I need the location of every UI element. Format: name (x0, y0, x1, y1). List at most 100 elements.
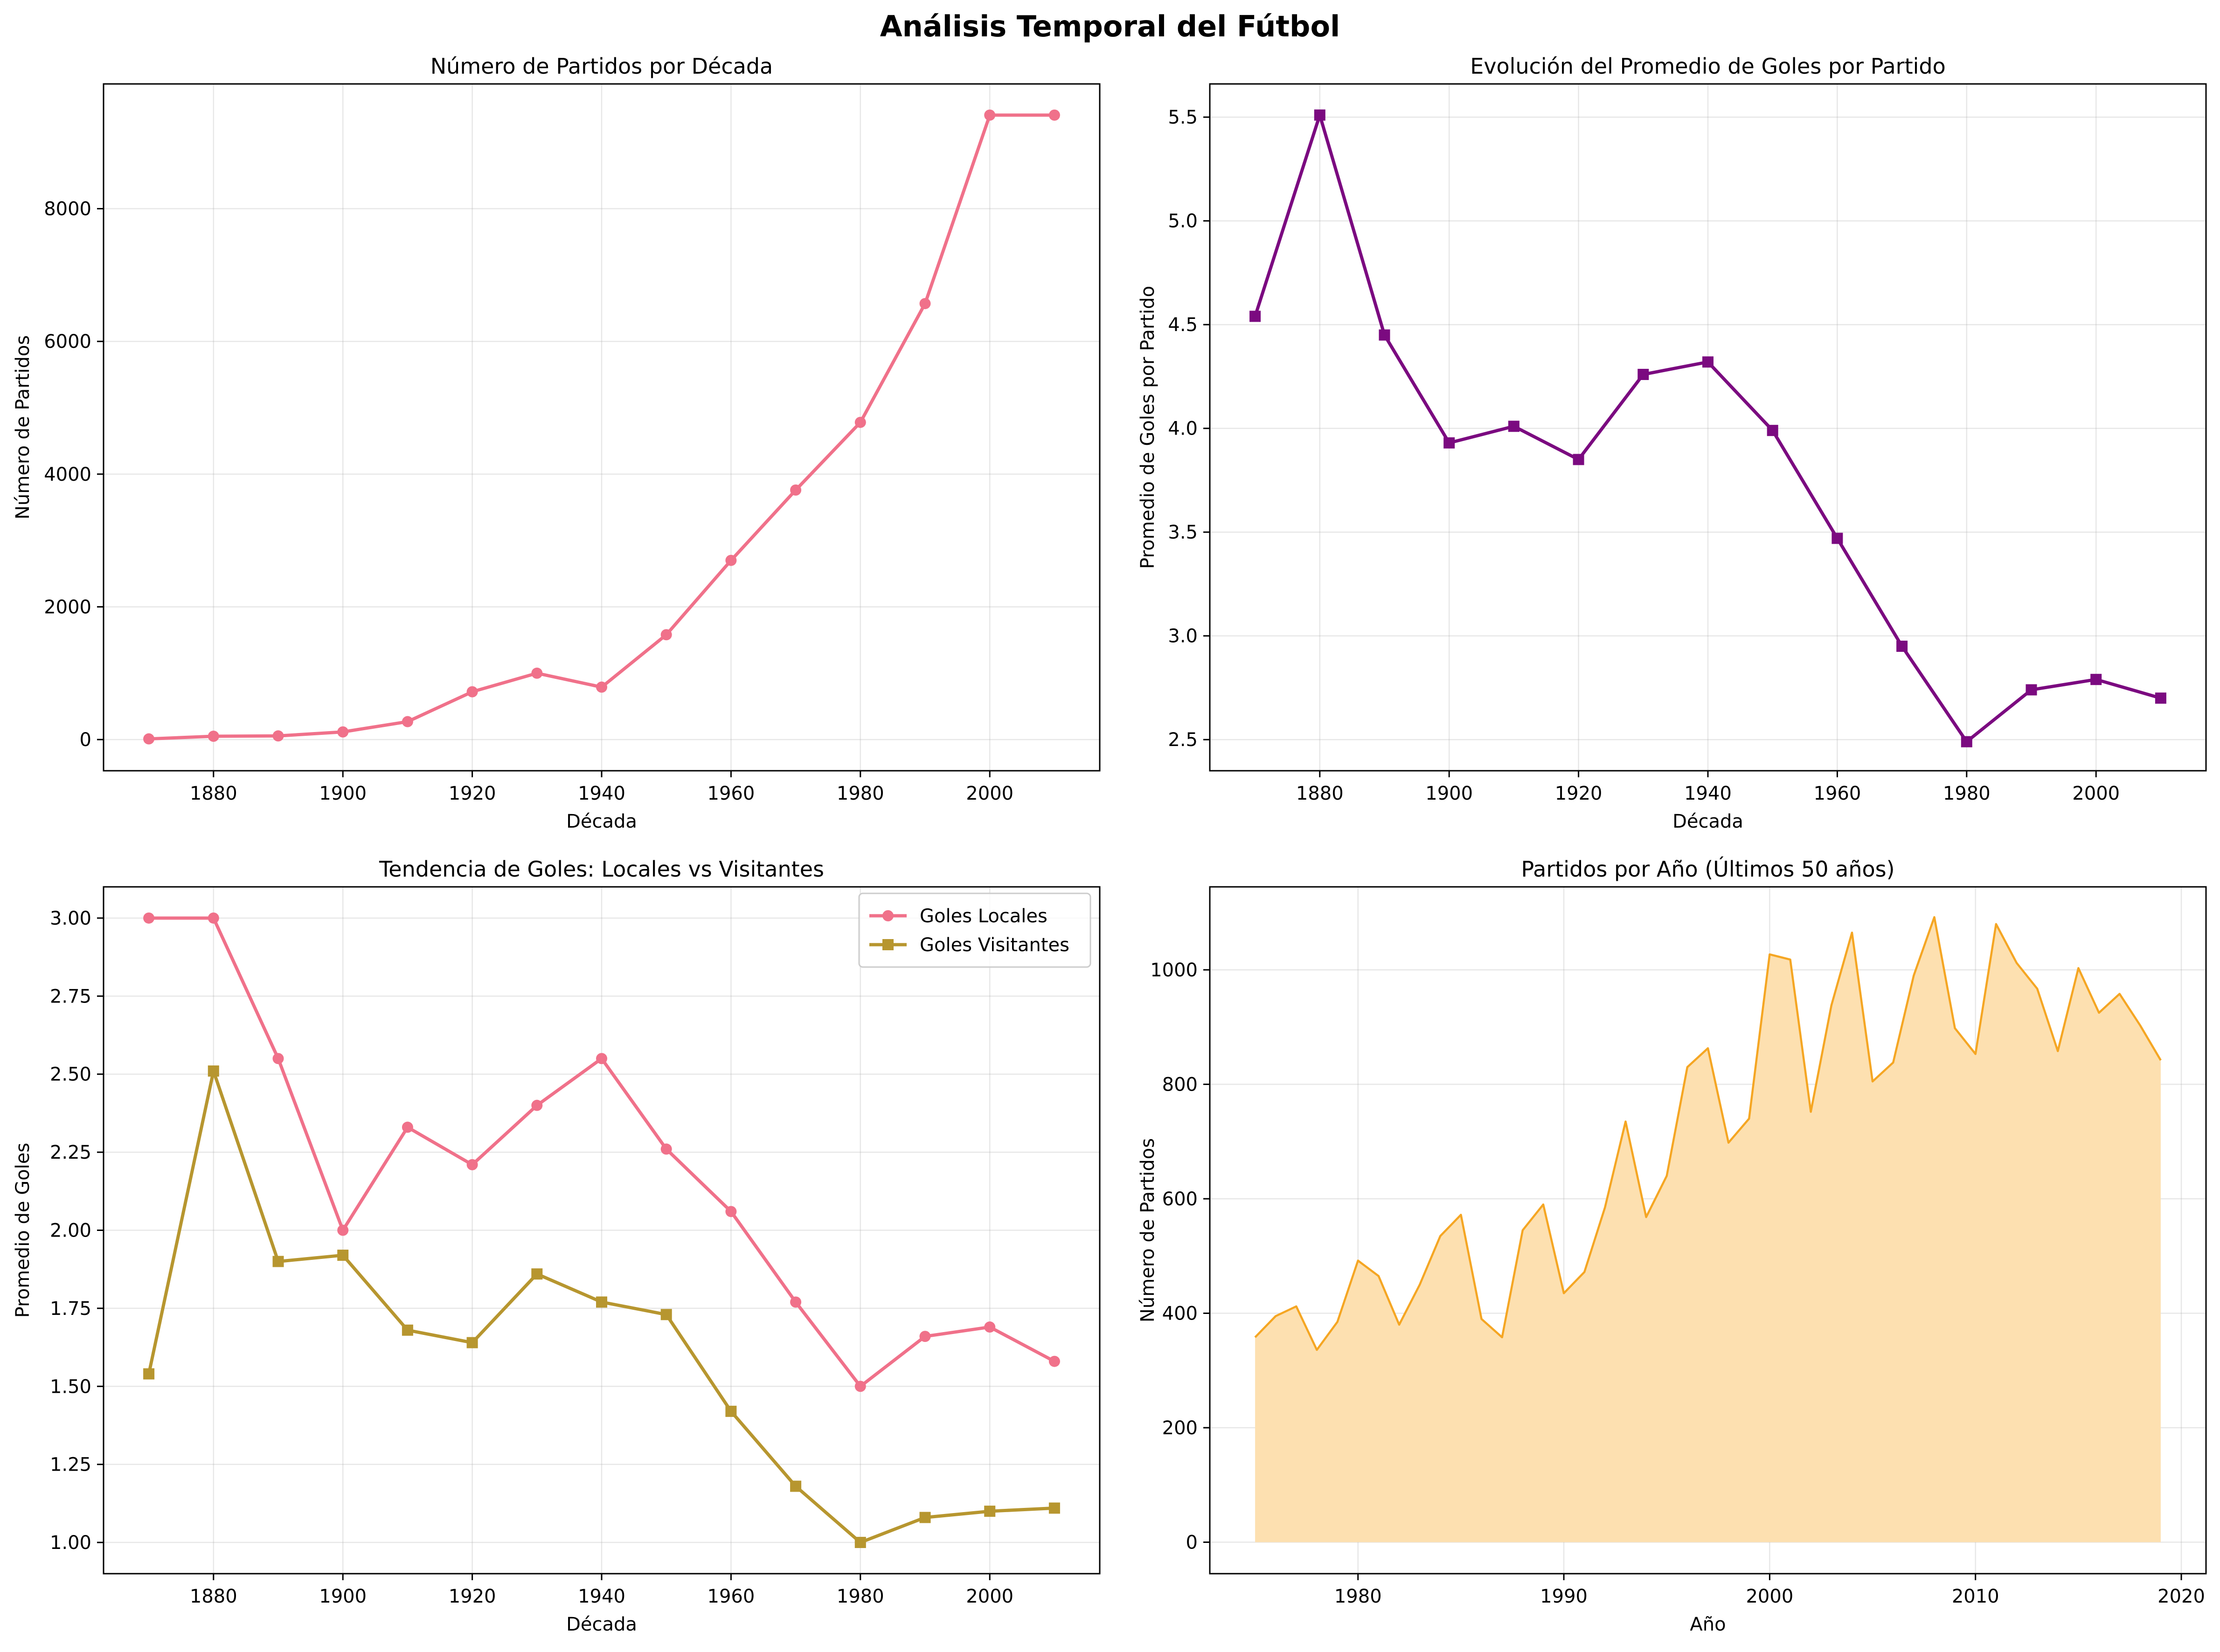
chart-2-ytick-label-0: 2.5 (1168, 729, 1198, 751)
chart-3-series-1-point-0 (143, 1368, 155, 1380)
chart-1-series-0-point-12 (919, 298, 931, 310)
chart-4-frame (1209, 886, 2207, 1575)
chart-3-ytick-label-4: 2.00 (50, 1220, 91, 1242)
chart-3-series-1-point-6 (531, 1268, 543, 1280)
chart-4-ytick-label-2: 400 (1162, 1303, 1198, 1324)
chart-1-title: Número de Partidos por Década (430, 54, 773, 79)
chart-2-ytick-label-3: 4.0 (1168, 418, 1198, 440)
chart-3-xlabel: Década (566, 1614, 637, 1635)
chart-2-series-0-point-9 (1832, 532, 1843, 544)
chart-4-ytick-label-5: 1000 (1150, 960, 1198, 981)
chart-3-ylabel: Promedio de Goles (12, 1143, 34, 1318)
chart-3-series-0-point-2 (272, 1053, 284, 1064)
chart-2-xtick-label-2: 1920 (1555, 783, 1603, 804)
chart-2: 1880 1900 1920 1940 1960 1980 2000 2.5 3.0 3.5 4.0… (1137, 54, 2207, 832)
chart-3-series-0-point-7 (596, 1053, 607, 1064)
chart-2-series-0-point-7 (1702, 356, 1714, 368)
chart-2-series-0-point-12 (2026, 684, 2037, 696)
chart-3-ytick-label-7: 2.75 (50, 986, 91, 1007)
chart-2-ytick-label-1: 3.0 (1168, 626, 1198, 647)
chart-3-series-1-point-4 (402, 1324, 413, 1336)
chart-2-ytick-label-2: 3.5 (1168, 522, 1198, 543)
chart-4-ytick-label-0: 0 (1186, 1532, 1198, 1553)
chart-1-xtick-label-4: 1960 (708, 783, 755, 804)
chart-3-ytick-label-1: 1.25 (50, 1454, 91, 1476)
chart-2-series-0-point-5 (1573, 454, 1584, 465)
chart-3-series-1-point-13 (984, 1506, 996, 1517)
chart-2-xtick-label-6: 2000 (2072, 783, 2120, 804)
chart-1-ytick-label-1: 2000 (44, 596, 91, 618)
chart-3-legend-box (858, 892, 1091, 968)
chart-1-series-0-point-4 (402, 716, 413, 727)
chart-1-series-0-point-1 (208, 730, 219, 742)
chart-1-series-0-point-13 (984, 109, 996, 121)
chart-4-xtick-label-1: 1990 (1540, 1586, 1588, 1607)
chart-4-xtick-label-2: 2000 (1746, 1586, 1793, 1607)
chart-1-xtick-label-6: 2000 (966, 783, 1013, 804)
chart-3-ytick-label-3: 1.75 (50, 1298, 91, 1320)
chart-2-series-0-point-6 (1637, 369, 1649, 380)
chart-1-xtick-label-1: 1900 (319, 783, 367, 804)
chart-1-ytick-label-2: 4000 (44, 464, 91, 485)
chart-2-ytick-label-5: 5.0 (1168, 211, 1198, 232)
chart-3-legend-marker-0 (882, 910, 894, 921)
chart-1-series-0-point-7 (596, 681, 607, 693)
chart-2-series-0-point-1 (1314, 109, 1325, 121)
chart-1-xtick-label-5: 1980 (837, 783, 884, 804)
chart-3-xtick-label-6: 2000 (966, 1586, 1013, 1607)
chart-1-series-0-point-5 (466, 686, 478, 698)
figure-suptitle: Análisis Temporal del Fútbol (880, 9, 1340, 43)
chart-2-xtick-label-4: 1960 (1814, 783, 1861, 804)
chart-1-series-0-point-3 (337, 726, 349, 738)
chart-4-xlabel: Año (1690, 1614, 1726, 1635)
chart-3-series-1-point-1 (208, 1065, 219, 1077)
chart-2-ytick-label-6: 5.5 (1168, 107, 1198, 128)
chart-3-series-0-point-1 (208, 912, 219, 924)
chart-3-xtick-label-3: 1940 (578, 1586, 625, 1607)
chart-3-series-0-point-10 (790, 1296, 802, 1308)
chart-3-legend-marker-1 (882, 939, 894, 950)
chart-2-xtick-label-1: 1900 (1425, 783, 1473, 804)
chart-1-series-0-point-0 (143, 733, 155, 745)
chart-4-series-line (1254, 916, 2162, 1351)
chart-3-series-0-point-3 (337, 1224, 349, 1236)
chart-4-ytick-label-1: 200 (1162, 1417, 1198, 1439)
chart-4-xtick-label-3: 2010 (1952, 1586, 1999, 1607)
chart-2-ytick-label-4: 4.5 (1168, 314, 1198, 336)
chart-3-series-1-point-14 (1048, 1502, 1060, 1514)
chart-3-series-1-point-2 (272, 1256, 284, 1267)
chart-4-xtick-label-0: 1980 (1334, 1586, 1382, 1607)
chart-3-series-1-point-12 (919, 1512, 931, 1523)
chart-3-series-1-point-10 (790, 1480, 802, 1492)
chart-3-series-0-point-8 (660, 1143, 672, 1155)
chart-4-area-fill (1255, 917, 2161, 1542)
chart-1-xtick-label-0: 1880 (190, 783, 237, 804)
chart-3-ytick-label-6: 2.50 (50, 1064, 91, 1085)
chart-3-series-0-point-4 (402, 1121, 413, 1133)
chart-2-series-0-point-8 (1767, 425, 1778, 436)
chart-1-series-0-point-11 (854, 416, 866, 428)
chart-1-series-0-point-14 (1048, 109, 1060, 121)
chart-2-series-0-point-3 (1443, 437, 1455, 449)
chart-3-xtick-label-5: 1980 (837, 1586, 884, 1607)
chart-2-title: Evolución del Promedio de Goles por Part… (1470, 54, 1945, 79)
chart-3-series-0-point-5 (466, 1159, 478, 1170)
chart-2-series-0-point-0 (1249, 311, 1261, 322)
chart-2-series-0-point-10 (1896, 640, 1908, 652)
chart-1-series-0-point-6 (531, 667, 543, 679)
chart-3-ytick-label-0: 1.00 (50, 1532, 91, 1554)
chart-3-series-1-point-9 (725, 1405, 737, 1417)
chart-3-title: Tendencia de Goles: Locales vs Visitante… (379, 857, 824, 882)
chart-3-series-0-point-0 (143, 912, 155, 924)
chart-2-xtick-label-0: 1880 (1296, 783, 1344, 804)
chart-2-xtick-label-3: 1940 (1684, 783, 1732, 804)
chart-3-series-1-point-7 (596, 1296, 607, 1308)
chart-4-ytick-label-4: 800 (1162, 1074, 1198, 1095)
chart-1-ytick-label-0: 0 (80, 729, 91, 751)
chart-3-legend: Goles Locales Goles Visitantes (858, 892, 1091, 968)
chart-4-ylabel: Número de Partidos (1137, 1138, 1159, 1322)
chart-3-series-0-point-9 (725, 1206, 737, 1217)
chart-4-title: Partidos por Año (Últimos 50 años) (1521, 857, 1894, 882)
chart-1-ytick-label-4: 8000 (44, 199, 91, 220)
